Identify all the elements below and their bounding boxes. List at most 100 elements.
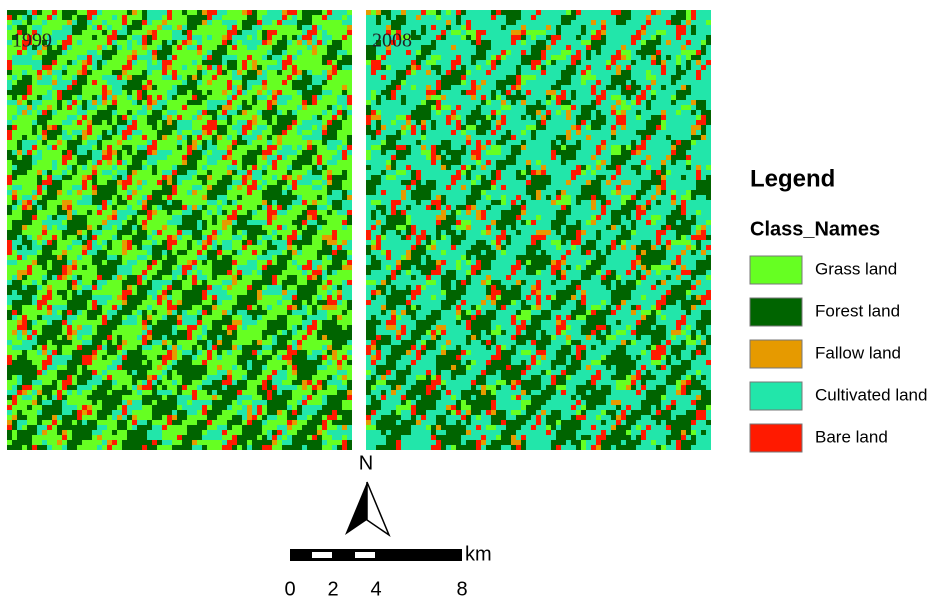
land-cell	[152, 110, 157, 115]
land-cell	[82, 80, 87, 85]
land-cell	[17, 145, 22, 150]
land-cell	[456, 85, 461, 90]
land-cell	[72, 210, 77, 215]
land-cell	[217, 325, 222, 330]
land-cell	[22, 15, 27, 20]
land-cell	[192, 405, 197, 410]
land-cell	[172, 175, 177, 180]
land-cell	[302, 365, 307, 370]
land-cell	[157, 440, 162, 445]
land-cell	[471, 10, 476, 15]
land-cell	[531, 55, 536, 60]
land-cell	[207, 190, 212, 195]
land-cell	[521, 85, 526, 90]
land-cell	[681, 10, 686, 15]
land-cell	[307, 425, 312, 430]
land-cell	[52, 340, 57, 345]
land-cell	[97, 95, 102, 100]
land-cell	[27, 345, 32, 350]
land-cell	[451, 95, 456, 100]
land-cell	[661, 35, 666, 40]
land-cell	[676, 20, 681, 25]
land-cell	[267, 250, 272, 255]
land-cell	[202, 125, 207, 130]
land-cell	[292, 120, 297, 125]
land-cell	[621, 50, 626, 55]
land-cell	[57, 205, 62, 210]
land-cell	[686, 105, 691, 110]
land-cell	[327, 50, 332, 55]
land-cell	[272, 410, 277, 415]
land-cell	[57, 75, 62, 80]
land-cell	[222, 295, 227, 300]
land-cell	[566, 25, 571, 30]
land-cell	[511, 110, 516, 115]
land-cell	[212, 320, 217, 325]
land-cell	[227, 310, 232, 315]
land-cell	[287, 175, 292, 180]
land-cell	[371, 15, 376, 20]
land-cell	[302, 220, 307, 225]
land-cell	[177, 335, 182, 340]
land-cell	[102, 300, 107, 305]
land-cell	[292, 35, 297, 40]
land-cell	[661, 30, 666, 35]
land-cell	[307, 315, 312, 320]
land-cell	[661, 20, 666, 25]
land-cell	[272, 250, 277, 255]
land-cell	[132, 235, 137, 240]
land-cell	[272, 215, 277, 220]
land-cell	[496, 115, 501, 120]
land-cell	[317, 335, 322, 340]
land-cell	[312, 440, 317, 445]
land-cell	[611, 30, 616, 35]
land-cell	[192, 35, 197, 40]
land-cell	[426, 115, 431, 120]
land-cell	[681, 40, 686, 45]
land-cell	[102, 60, 107, 65]
land-cell	[426, 30, 431, 35]
land-cell	[92, 340, 97, 345]
land-cell	[267, 145, 272, 150]
land-cell	[27, 235, 32, 240]
land-cell	[72, 295, 77, 300]
land-cell	[87, 240, 92, 245]
land-cell	[391, 75, 396, 80]
land-cell	[12, 330, 17, 335]
land-cell	[486, 105, 491, 110]
land-cell	[147, 250, 152, 255]
land-cell	[162, 355, 167, 360]
land-cell	[486, 100, 491, 105]
land-cell	[332, 330, 337, 335]
land-cell	[92, 430, 97, 435]
land-cell	[152, 375, 157, 380]
land-cell	[586, 105, 591, 110]
land-cell	[197, 235, 202, 240]
land-cell	[546, 60, 551, 65]
land-cell	[237, 30, 242, 35]
land-cell	[77, 190, 82, 195]
land-cell	[267, 330, 272, 335]
land-cell	[187, 380, 192, 385]
land-cell	[62, 250, 67, 255]
land-cell	[137, 200, 142, 205]
land-cell	[242, 270, 247, 275]
land-cell	[187, 350, 192, 355]
land-cell	[52, 15, 57, 20]
land-cell	[386, 10, 391, 15]
land-cell	[307, 135, 312, 140]
land-cell	[651, 50, 656, 55]
land-cell	[307, 45, 312, 50]
land-cell	[177, 370, 182, 375]
land-cell	[227, 445, 232, 450]
land-cell	[187, 325, 192, 330]
land-cell	[17, 85, 22, 90]
land-cell	[72, 145, 77, 150]
land-cell	[431, 95, 436, 100]
land-cell	[292, 410, 297, 415]
land-cell	[496, 35, 501, 40]
land-cell	[132, 320, 137, 325]
land-cell	[232, 35, 237, 40]
land-cell	[681, 95, 686, 100]
land-cell	[42, 300, 47, 305]
